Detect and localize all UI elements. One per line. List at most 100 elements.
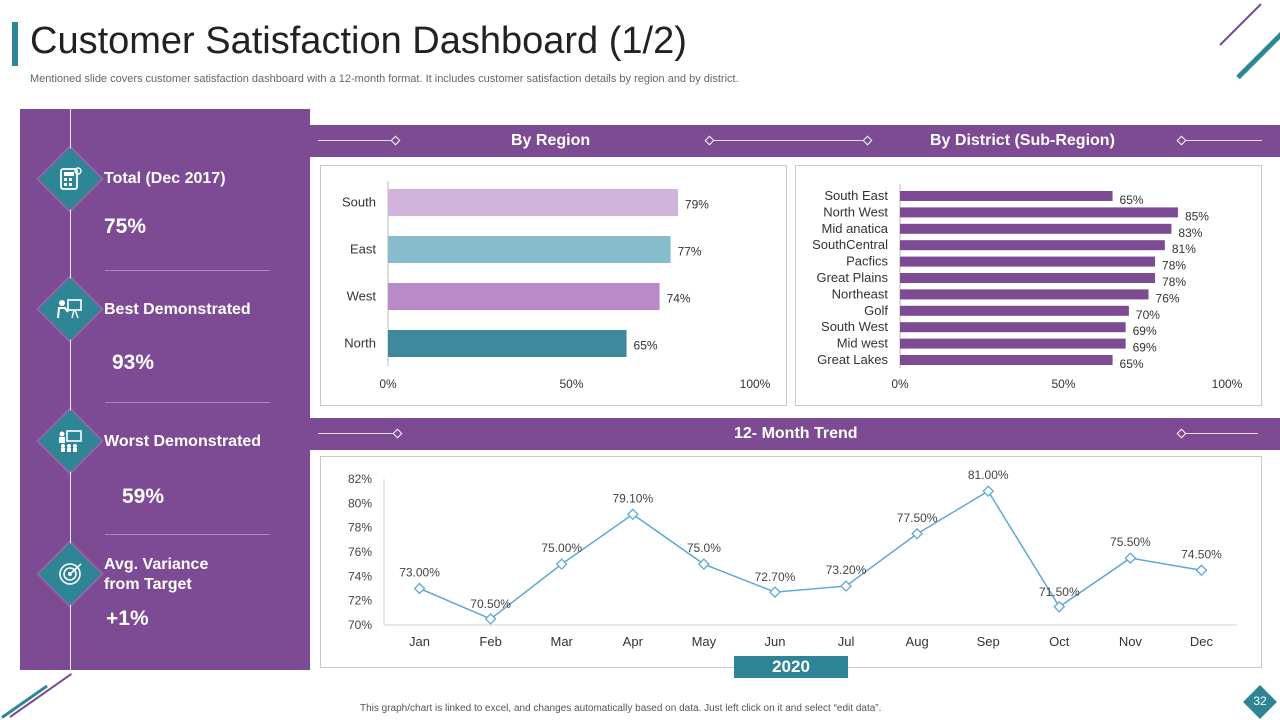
region-bar-chart: South 79% East 77% West 74% North 65% 0% 50% 100%	[342, 181, 771, 391]
band-deco-line	[318, 140, 398, 141]
district-value-label: 65%	[1120, 357, 1144, 371]
region-category-label: West	[347, 289, 377, 304]
trend-x-tick: Nov	[1119, 634, 1143, 649]
audience-icon	[50, 421, 90, 461]
district-category-label: South East	[824, 188, 888, 203]
trend-title: 12- Month Trend	[734, 425, 858, 442]
region-x-tick: 50%	[559, 377, 583, 391]
trend-x-tick: Oct	[1049, 634, 1070, 649]
region-bar-south	[388, 189, 678, 216]
by-district-title: By District (Sub-Region)	[930, 132, 1115, 149]
trend-point	[840, 580, 852, 592]
band-deco-line	[318, 433, 398, 434]
band-deco-diamond	[862, 135, 873, 146]
kpi-3-separator	[105, 534, 270, 535]
kpi-4-label: Avg. Variance from Target	[104, 556, 209, 593]
trend-value-label: 75.50%	[1110, 535, 1151, 549]
kpi-2-separator	[105, 402, 270, 403]
region-value-label: 77%	[678, 245, 702, 259]
district-value-label: 78%	[1162, 275, 1186, 289]
district-x-tick: 50%	[1051, 377, 1075, 391]
trend-value-label: 70.50%	[470, 597, 511, 611]
district-bar	[900, 223, 1172, 234]
band-deco-diamond	[392, 428, 403, 439]
trend-point	[413, 582, 426, 595]
region-district-header-band: By Region By District (Sub-Region)	[310, 125, 1280, 157]
trend-point	[982, 485, 995, 498]
kpi-4-value: +1%	[106, 607, 149, 630]
band-deco-diamond	[390, 135, 401, 146]
district-bar	[900, 256, 1156, 267]
trend-x-tick: Jun	[764, 634, 785, 649]
region-value-label: 79%	[685, 198, 709, 212]
trend-point	[1195, 564, 1208, 577]
trend-x-tick: Feb	[479, 634, 501, 649]
region-chart-panel: South 79% East 77% West 74% North 65% 0% 50% 100%	[320, 165, 787, 406]
page-number: 32	[1253, 694, 1267, 708]
trend-series-line	[419, 490, 1202, 620]
title-accent-bar	[12, 22, 18, 66]
presentation-icon	[50, 289, 90, 329]
region-category-label: East	[350, 242, 376, 257]
kpi-2-value: 93%	[112, 351, 155, 374]
district-chart-panel: South East 65% North West 85% Mid anatica 83%…	[795, 165, 1262, 406]
district-value-label: 85%	[1185, 209, 1209, 223]
kpi-3-value: 59%	[122, 485, 165, 508]
page-title: Customer Satisfaction Dashboard (1/2)	[30, 20, 687, 62]
trend-point	[911, 527, 923, 540]
trend-value-label: 77.50%	[897, 511, 938, 525]
trend-x-tick: Aug	[906, 634, 929, 649]
trend-point	[1124, 552, 1137, 564]
trend-x-tick: Mar	[551, 634, 574, 649]
district-bar	[900, 240, 1165, 251]
footer-note: This graph/chart is linked to excel, and…	[360, 703, 882, 714]
trend-value-label: 75.0%	[687, 541, 721, 555]
band-deco-line	[708, 140, 870, 141]
target-icon	[50, 554, 90, 594]
district-x-tick: 100%	[1212, 377, 1243, 391]
district-category-label: Mid west	[837, 336, 889, 351]
district-value-label: 83%	[1178, 226, 1202, 240]
district-category-label: North West	[823, 204, 888, 219]
band-deco-line	[1182, 433, 1258, 434]
district-category-label: Northeast	[832, 286, 889, 301]
district-bar	[900, 191, 1113, 201]
district-bar	[900, 305, 1129, 316]
trend-x-tick: May	[692, 634, 717, 649]
kpi-1-label: Total (Dec 2017)	[104, 170, 226, 187]
trend-value-label: 71.50%	[1039, 585, 1080, 599]
trend-y-tick: 72%	[348, 594, 372, 608]
trend-point	[484, 613, 497, 625]
district-value-label: 69%	[1133, 324, 1157, 338]
trend-chart-panel: 70% 72% 74% 76% 78% 80% 82% 73.00% Jan 70.50% Feb 7…	[320, 456, 1262, 668]
band-deco-diamond	[704, 135, 715, 146]
trend-x-tick: Dec	[1190, 634, 1214, 649]
district-value-label: 76%	[1156, 291, 1180, 305]
band-deco-line	[1182, 140, 1262, 141]
district-value-label: 69%	[1133, 341, 1157, 355]
kpi-1-value: 75%	[104, 215, 147, 238]
trend-y-tick: 76%	[348, 545, 372, 559]
region-category-label: South	[342, 195, 376, 210]
trend-y-tick: 82%	[348, 472, 372, 486]
trend-value-label: 73.00%	[399, 566, 440, 580]
trend-year-tag: 2020	[734, 656, 848, 678]
region-category-label: North	[344, 336, 376, 351]
kpi-sidebar: Total (Dec 2017) 75% Best Demonstrated 9…	[20, 109, 310, 670]
top-right-deco-line-2	[1236, 31, 1280, 80]
trend-x-tick: Jul	[838, 634, 855, 649]
trend-line-chart: 70% 72% 74% 76% 78% 80% 82% 73.00% Jan 70.50% Feb 7…	[348, 468, 1237, 649]
kpi-3-label: Worst Demonstrated	[104, 433, 262, 450]
trend-value-label: 81.00%	[968, 468, 1009, 482]
trend-y-tick: 78%	[348, 521, 372, 535]
by-region-title: By Region	[511, 132, 591, 149]
trend-y-tick: 70%	[348, 618, 372, 632]
trend-value-label: 72.70%	[755, 570, 796, 584]
district-category-label: Golf	[864, 303, 888, 318]
district-bar	[900, 338, 1126, 349]
trend-point	[1053, 600, 1066, 613]
region-value-label: 65%	[634, 339, 658, 353]
district-value-label: 70%	[1136, 308, 1160, 322]
trend-point	[769, 586, 781, 599]
band-deco-diamond	[1176, 135, 1187, 146]
